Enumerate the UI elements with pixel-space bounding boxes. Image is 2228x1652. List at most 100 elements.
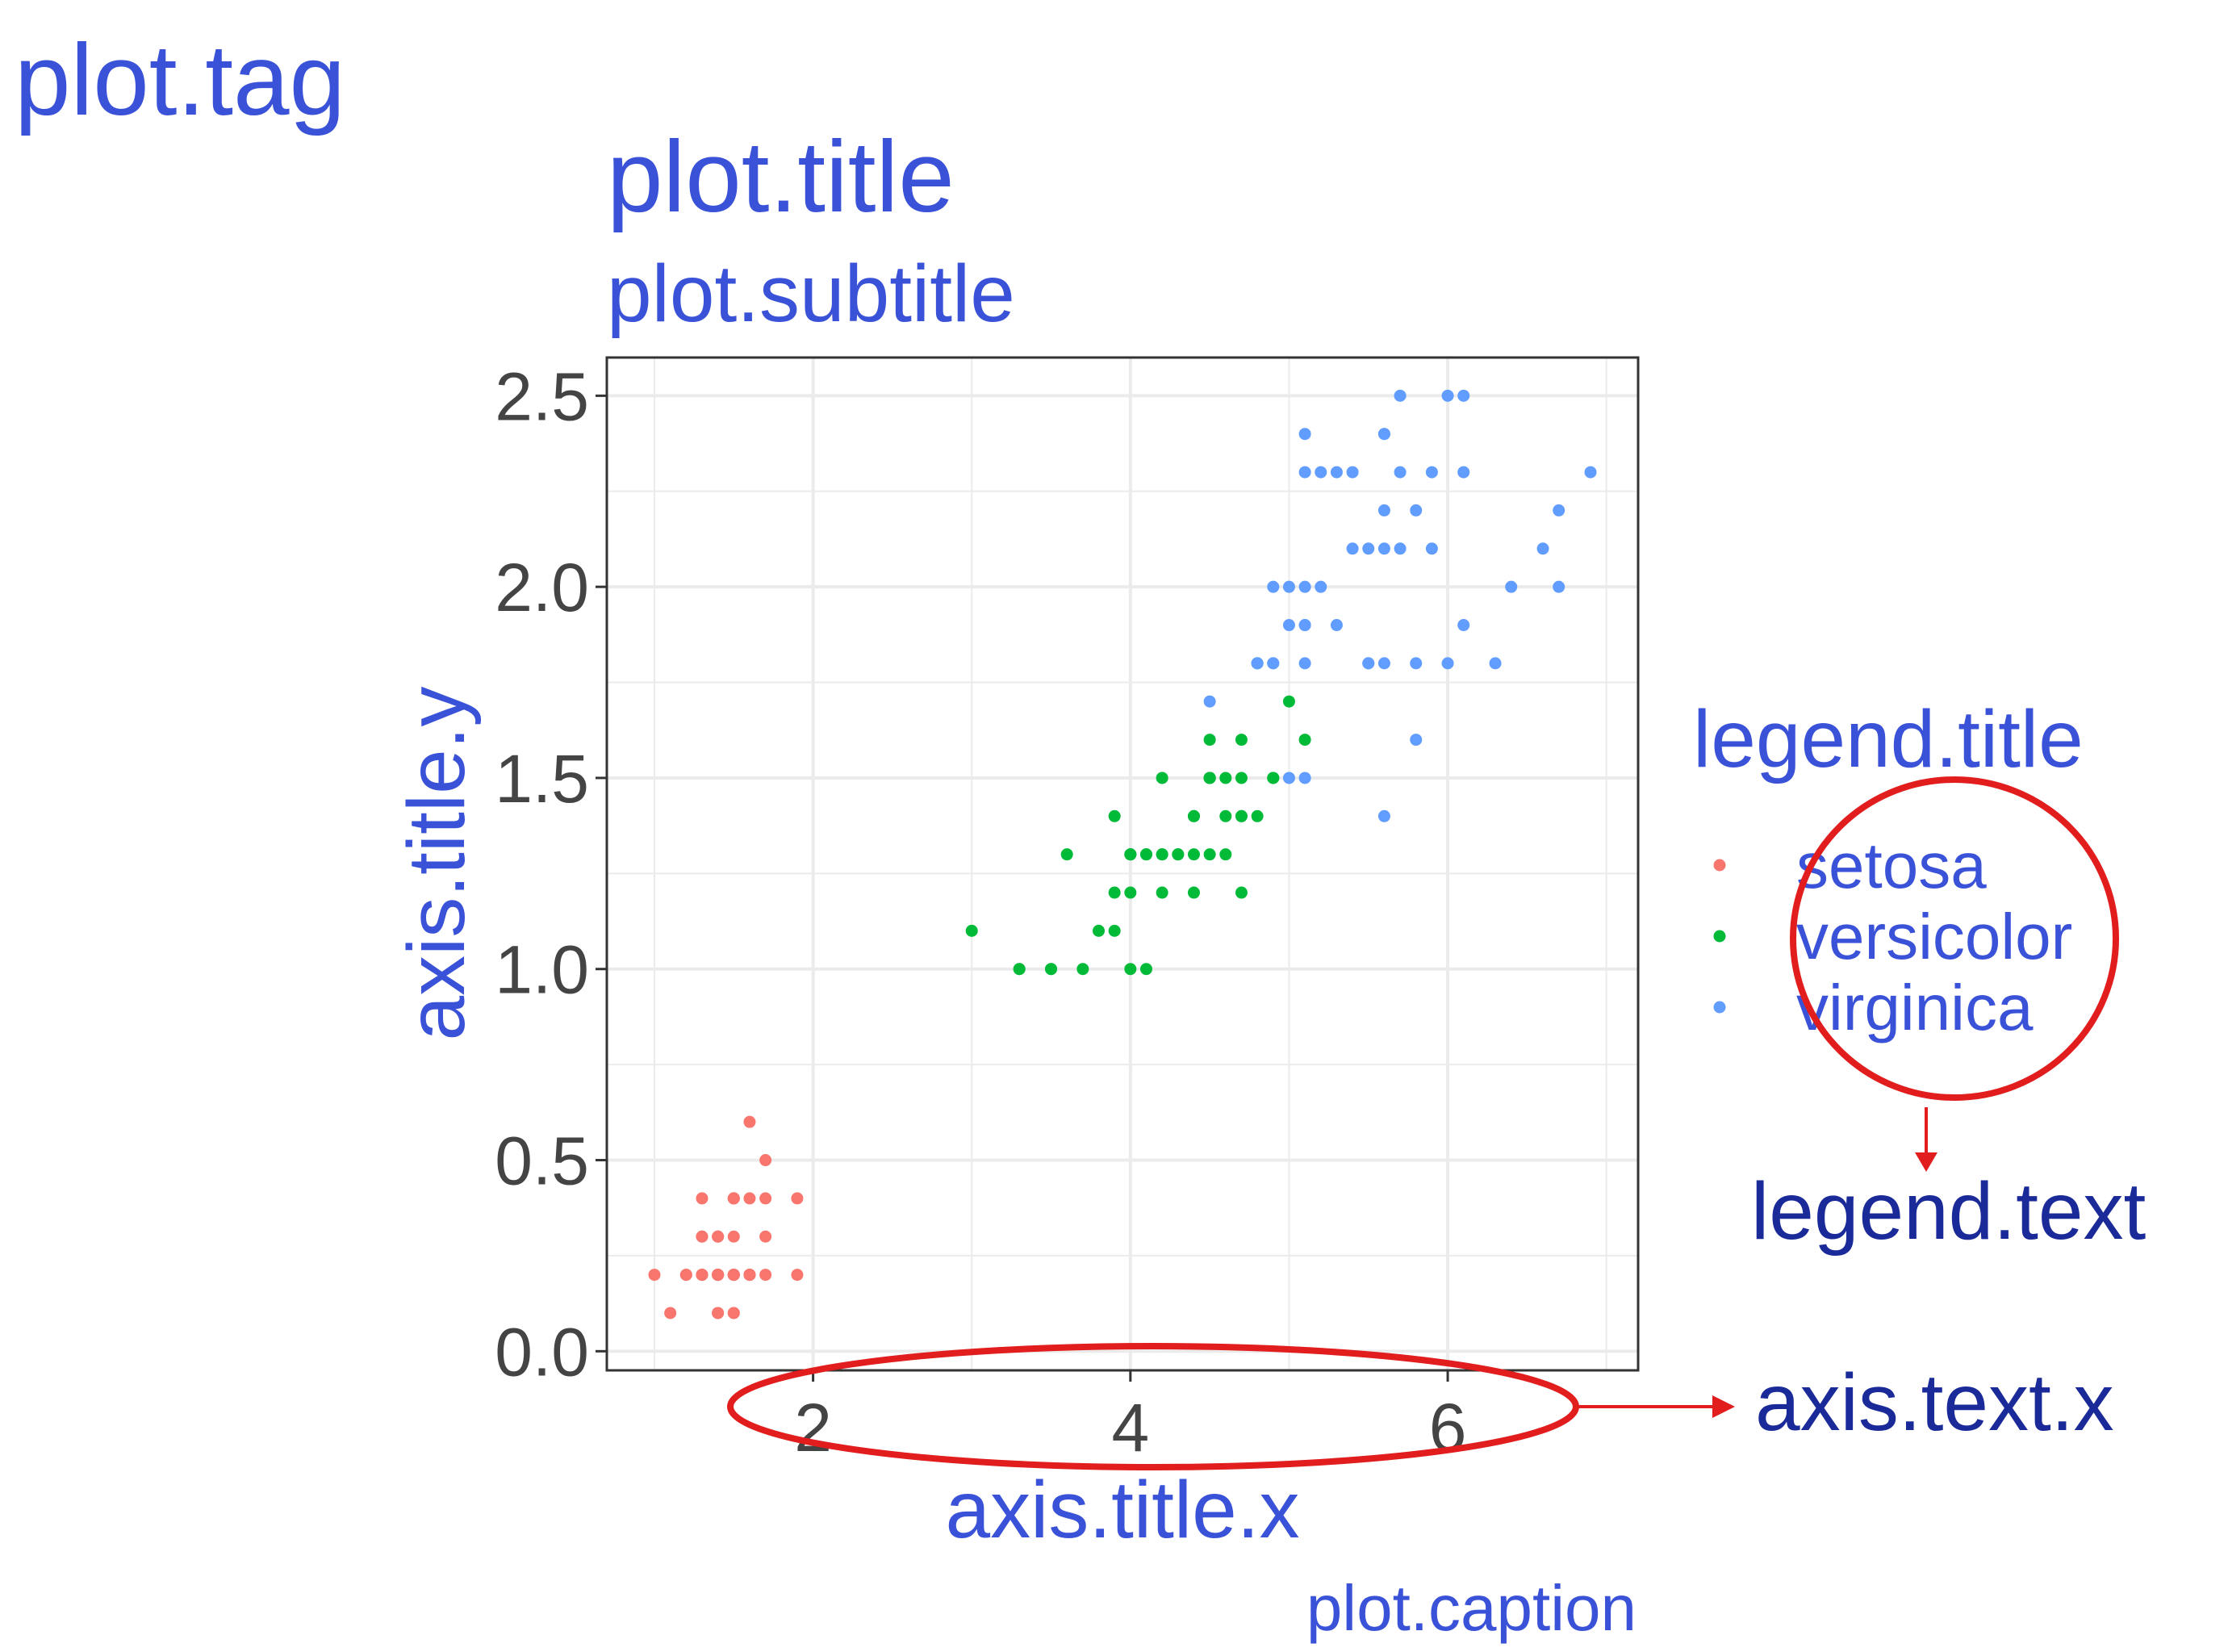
data-point bbox=[759, 1192, 772, 1205]
data-point bbox=[791, 1269, 804, 1282]
y-tick-label: 1.5 bbox=[495, 741, 589, 817]
y-axis: 0.0 0.5 1.0 1.5 2.0 2.5 bbox=[495, 358, 607, 1390]
data-point bbox=[679, 1269, 692, 1282]
legend-label-virginica: virginica bbox=[1796, 972, 2034, 1043]
data-point bbox=[1457, 619, 1470, 632]
data-point bbox=[1298, 466, 1311, 479]
data-point bbox=[1093, 924, 1106, 937]
legend-key-virginica bbox=[1713, 1001, 1726, 1014]
data-point bbox=[791, 1192, 804, 1205]
data-point bbox=[1172, 848, 1185, 861]
data-point bbox=[1553, 504, 1565, 517]
data-point bbox=[1235, 772, 1248, 784]
data-point bbox=[759, 1154, 772, 1167]
data-point bbox=[1377, 809, 1390, 822]
data-point bbox=[727, 1307, 740, 1320]
data-point bbox=[664, 1307, 677, 1320]
y-axis-title: axis.title.y bbox=[391, 686, 482, 1040]
plot-tag: plot.tag bbox=[15, 24, 345, 136]
legend-text-highlight-ring bbox=[1790, 776, 2119, 1101]
data-point bbox=[1156, 886, 1168, 899]
panel-border bbox=[605, 356, 1640, 1372]
data-point bbox=[712, 1307, 725, 1320]
panel-background bbox=[607, 358, 1638, 1370]
data-point bbox=[727, 1269, 740, 1282]
data-point bbox=[1219, 772, 1232, 784]
data-point bbox=[1124, 886, 1137, 899]
data-point bbox=[1553, 580, 1565, 593]
data-point bbox=[1377, 542, 1390, 555]
data-point bbox=[1219, 809, 1232, 822]
series-virginica bbox=[1203, 389, 1597, 822]
data-point bbox=[648, 1269, 661, 1282]
data-point bbox=[1156, 772, 1168, 784]
data-point bbox=[1584, 466, 1597, 479]
data-point bbox=[1251, 657, 1264, 670]
data-point bbox=[1410, 657, 1423, 670]
data-point bbox=[727, 1192, 740, 1205]
legend-key-versicolor bbox=[1713, 930, 1726, 943]
data-point bbox=[1282, 619, 1295, 632]
data-point bbox=[1156, 848, 1168, 861]
data-point bbox=[1489, 657, 1502, 670]
data-point bbox=[1394, 389, 1407, 402]
data-point bbox=[1330, 466, 1343, 479]
data-point bbox=[1377, 504, 1390, 517]
plot-subtitle: plot.subtitle bbox=[607, 249, 1015, 339]
data-point bbox=[1203, 734, 1216, 747]
data-point bbox=[1108, 924, 1121, 937]
data-point bbox=[1219, 848, 1232, 861]
data-point bbox=[1315, 466, 1327, 479]
data-point bbox=[1425, 466, 1438, 479]
data-point bbox=[1124, 963, 1137, 976]
data-point bbox=[1377, 657, 1390, 670]
x-tick-label: 2 bbox=[794, 1390, 832, 1466]
axis-text-x-highlight-ring bbox=[727, 1343, 1579, 1470]
data-point bbox=[1425, 542, 1438, 555]
data-point bbox=[1298, 657, 1311, 670]
y-tick-label: 0.0 bbox=[495, 1314, 589, 1390]
data-point bbox=[727, 1230, 740, 1243]
data-point bbox=[1536, 542, 1549, 555]
data-point bbox=[1235, 809, 1248, 822]
data-point bbox=[1330, 619, 1343, 632]
data-point bbox=[965, 924, 978, 937]
data-point bbox=[1282, 772, 1295, 784]
data-point bbox=[1457, 466, 1470, 479]
data-point bbox=[743, 1115, 756, 1128]
x-tick-label: 4 bbox=[1111, 1390, 1149, 1466]
data-point bbox=[1267, 772, 1280, 784]
major-gridlines bbox=[607, 358, 1638, 1370]
data-point bbox=[1267, 580, 1280, 593]
data-point bbox=[1251, 809, 1264, 822]
data-point bbox=[1457, 389, 1470, 402]
data-point bbox=[1139, 848, 1152, 861]
data-point bbox=[1298, 619, 1311, 632]
series-setosa bbox=[648, 1115, 804, 1320]
axis-text-x-annotation-label: axis.text.x bbox=[1755, 1357, 2114, 1448]
plot-title: plot.title bbox=[607, 121, 955, 233]
data-point bbox=[712, 1269, 725, 1282]
data-point bbox=[696, 1192, 709, 1205]
data-point bbox=[1410, 504, 1423, 517]
data-point bbox=[1298, 580, 1311, 593]
data-point bbox=[1108, 886, 1121, 899]
data-point bbox=[1187, 809, 1200, 822]
annotation-overlay: legend.text axis.text.x bbox=[727, 776, 2146, 1470]
data-point bbox=[1124, 848, 1137, 861]
data-point bbox=[1076, 963, 1089, 976]
y-tick-label: 2.0 bbox=[495, 550, 589, 625]
plot-panel bbox=[605, 356, 1640, 1372]
legend-key-setosa bbox=[1713, 859, 1726, 872]
data-point bbox=[1298, 772, 1311, 784]
data-point bbox=[1060, 848, 1073, 861]
x-axis-title: axis.title.x bbox=[945, 1465, 1299, 1555]
data-point bbox=[1441, 389, 1454, 402]
data-point bbox=[1108, 809, 1121, 822]
data-point bbox=[1410, 734, 1423, 747]
data-point bbox=[1282, 695, 1295, 708]
minor-gridlines bbox=[607, 358, 1638, 1370]
